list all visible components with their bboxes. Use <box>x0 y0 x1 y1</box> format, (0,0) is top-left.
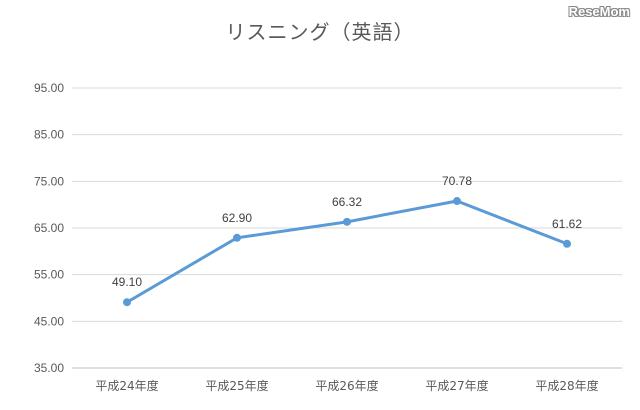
x-tick-label: 平成26年度 <box>315 378 378 393</box>
data-label: 66.32 <box>332 195 362 209</box>
x-tick-label: 平成27年度 <box>425 378 488 393</box>
y-tick-label: 85.00 <box>34 128 64 142</box>
data-point <box>233 233 241 242</box>
x-tick-label: 平成25年度 <box>205 378 268 393</box>
y-tick-label: 95.00 <box>34 81 64 95</box>
data-point <box>123 298 131 307</box>
y-tick-label: 45.00 <box>34 314 64 328</box>
series-points <box>123 197 571 307</box>
y-tick-label: 65.00 <box>34 221 64 235</box>
watermark-logo: ReseMom <box>568 4 630 19</box>
x-tick-label: 平成24年度 <box>95 378 158 393</box>
x-tick-label: 平成28年度 <box>535 378 598 393</box>
series-line-group <box>125 199 569 304</box>
data-point <box>453 197 461 206</box>
x-axis-ticks: 平成24年度 平成25年度 平成26年度 平成27年度 平成28年度 <box>95 378 598 393</box>
y-axis-ticks: 35.00 45.00 55.00 65.00 75.00 85.00 95.00 <box>34 81 64 375</box>
data-label: 61.62 <box>552 217 582 231</box>
y-tick-label: 55.00 <box>34 268 64 282</box>
data-point <box>343 217 351 226</box>
y-tick-label: 75.00 <box>34 174 64 188</box>
data-label: 49.10 <box>112 275 142 289</box>
series-line <box>125 199 569 304</box>
gridlines <box>72 87 622 369</box>
data-point <box>563 239 571 248</box>
y-tick-label: 35.00 <box>34 361 64 375</box>
chart-title: リスニング（英語） <box>225 20 415 44</box>
data-label: 62.90 <box>222 211 252 225</box>
data-label: 70.78 <box>442 174 472 188</box>
data-labels: 49.10 62.90 66.32 70.78 61.62 <box>112 174 582 289</box>
